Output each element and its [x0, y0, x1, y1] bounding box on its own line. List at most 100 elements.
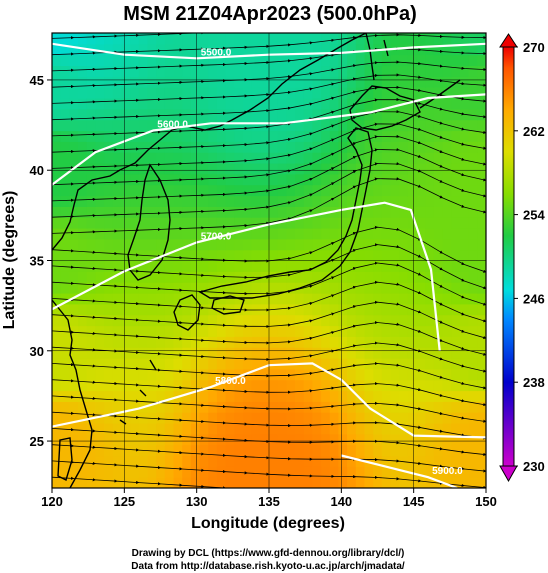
heat-cell	[199, 271, 209, 283]
heat-cell	[104, 282, 114, 294]
heat-cell	[173, 466, 183, 478]
heat-cell	[60, 43, 70, 56]
heat-cell	[486, 369, 495, 380]
heat-cell	[269, 206, 279, 218]
heat-cell	[243, 325, 253, 337]
heat-cell	[433, 108, 444, 121]
heat-cell	[52, 477, 62, 488]
heat-cell	[234, 130, 244, 142]
heat-cell	[60, 466, 70, 478]
heat-cell	[425, 217, 435, 229]
heat-cell	[355, 325, 366, 337]
heat-cell	[156, 282, 166, 294]
heat-cell	[52, 379, 62, 392]
heat-cell	[460, 477, 470, 488]
heat-cell	[251, 163, 261, 175]
heat-cell	[52, 141, 62, 153]
heat-cell	[260, 195, 270, 207]
heat-cell	[416, 390, 426, 402]
heat-cell	[130, 303, 140, 316]
heat-cell	[269, 260, 279, 272]
heat-cell	[95, 271, 105, 283]
heat-cell	[190, 260, 201, 272]
heat-cell	[60, 195, 70, 207]
coastline-taiwan	[57, 437, 73, 481]
heat-cell	[156, 206, 166, 218]
heat-cell	[182, 282, 192, 294]
heat-cell	[112, 195, 123, 207]
heat-cell	[451, 108, 461, 121]
heat-cell	[433, 282, 444, 294]
heat-cell	[451, 249, 461, 262]
heat-cell	[95, 130, 105, 142]
heat-cell	[138, 43, 149, 56]
heat-cell	[225, 444, 235, 457]
heat-cell	[486, 228, 495, 239]
heat-cell	[303, 217, 313, 229]
heat-cell	[95, 325, 105, 337]
heat-cell	[260, 282, 270, 294]
heat-cell	[95, 423, 105, 435]
heat-cell	[364, 98, 374, 110]
heat-cell	[69, 271, 79, 283]
heat-cell	[95, 379, 105, 392]
heat-cell	[347, 173, 357, 186]
heat-cell	[364, 379, 374, 392]
heat-cell	[390, 347, 400, 359]
heat-cell	[477, 217, 486, 229]
heat-cell	[460, 163, 470, 175]
heat-cell	[260, 444, 270, 457]
heat-cell	[52, 217, 62, 229]
heat-cell	[407, 33, 418, 45]
heat-cell	[373, 141, 383, 153]
heat-cell	[86, 98, 96, 110]
heat-cell	[147, 152, 157, 164]
heat-cell	[260, 65, 270, 77]
heat-cell	[190, 358, 201, 370]
heat-cell	[78, 303, 88, 316]
heat-cell	[199, 173, 209, 186]
heat-cell	[164, 347, 175, 359]
heat-cell	[243, 184, 253, 197]
heat-cell	[164, 260, 175, 272]
heat-cell	[112, 228, 123, 240]
heat-cell	[373, 347, 383, 359]
heat-cell	[407, 238, 418, 251]
heat-cell	[321, 163, 331, 175]
heat-cell	[477, 152, 486, 164]
heat-cell	[312, 347, 322, 359]
heat-cell	[199, 163, 209, 175]
heat-cell	[52, 303, 62, 316]
heat-cell	[60, 130, 70, 142]
heat-cell	[243, 217, 253, 229]
heat-cell	[173, 98, 183, 110]
heat-cell	[260, 325, 270, 337]
heat-cell	[182, 33, 192, 45]
heat-cell	[225, 455, 235, 467]
heat-cell	[60, 390, 70, 402]
heat-cell	[303, 347, 313, 359]
heat-cell	[199, 433, 209, 446]
heat-cell	[104, 379, 114, 392]
heat-cell	[173, 455, 183, 467]
heat-cell	[468, 33, 478, 45]
heat-cell	[460, 368, 470, 381]
heat-cell	[442, 455, 452, 467]
heat-cell	[312, 390, 322, 402]
heat-cell	[433, 76, 444, 88]
heat-cell	[95, 238, 105, 251]
heat-cell	[52, 98, 62, 110]
contour-line	[52, 362, 486, 439]
heat-cell	[243, 412, 253, 424]
heat-cell	[216, 141, 227, 153]
heat-cell	[190, 228, 201, 240]
heat-cell	[164, 65, 175, 77]
heat-cell	[225, 76, 235, 88]
heat-cell	[156, 444, 166, 457]
heat-cell	[321, 412, 331, 424]
heat-cell	[390, 368, 400, 381]
heat-cell	[312, 130, 322, 142]
heat-cell	[52, 314, 62, 327]
heat-cell	[60, 54, 70, 67]
heat-cell	[173, 433, 183, 446]
